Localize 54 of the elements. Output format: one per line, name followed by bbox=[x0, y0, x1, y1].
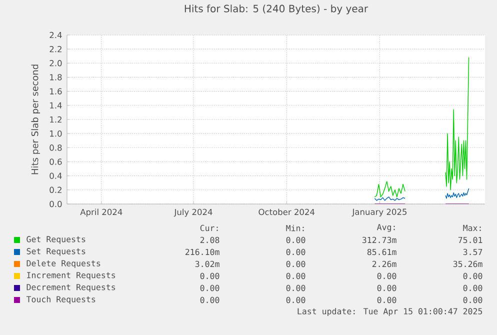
text: 312.73m bbox=[362, 236, 396, 244]
text: 0.00 bbox=[200, 272, 220, 280]
text: 0.00 bbox=[463, 284, 482, 292]
x-tick-label: October 2024 bbox=[258, 208, 315, 216]
y-tick-label: 1.0 bbox=[50, 130, 62, 137]
legend-label: Touch Requests bbox=[26, 296, 96, 304]
y-tick-label: 0.6 bbox=[50, 158, 62, 165]
y-tick-label: 1.4 bbox=[50, 102, 62, 108]
text: 0.00 bbox=[286, 272, 306, 280]
text: 0.00 bbox=[286, 260, 306, 268]
y-tick-label: 2.4 bbox=[50, 32, 62, 38]
text: 2.08 bbox=[200, 236, 220, 244]
text: 0.00 bbox=[377, 272, 396, 280]
chart-title: Hits for Slab: 5 (240 Bytes) - by year bbox=[184, 4, 368, 14]
text: Cur: bbox=[200, 224, 218, 232]
text: 3.02m bbox=[195, 260, 220, 268]
y-axis-title: Hits per Slab per second bbox=[31, 64, 40, 174]
x-tick-label: January 2025 bbox=[352, 208, 407, 217]
text: 0.00 bbox=[377, 296, 396, 304]
text: Max: bbox=[463, 224, 481, 232]
y-tick-label: 1.2 bbox=[50, 116, 62, 123]
legend-label: Set Requests bbox=[26, 248, 86, 256]
text: 0.00 bbox=[286, 236, 306, 244]
y-tick-label: 0.8 bbox=[50, 144, 62, 151]
text: 0.00 bbox=[200, 296, 220, 304]
legend-label: Increment Requests bbox=[27, 272, 116, 280]
text: 216.10m bbox=[186, 248, 220, 256]
text: Avg: bbox=[376, 224, 395, 232]
legend-label: Decrement Requests bbox=[26, 284, 116, 292]
y-tick-label: 1.6 bbox=[50, 88, 62, 94]
text: 75.01 bbox=[458, 236, 482, 244]
text: 3.57 bbox=[463, 248, 482, 256]
y-tick-label: 0.0 bbox=[50, 200, 62, 208]
text: 35.26m bbox=[453, 260, 482, 268]
x-tick-label: April 2024 bbox=[80, 208, 122, 217]
y-tick-label: 0.2 bbox=[50, 186, 62, 194]
text: 0.00 bbox=[200, 284, 220, 292]
text: 0.00 bbox=[463, 272, 482, 280]
text: Last update: Tue Apr 15 01:00:47 2025 bbox=[298, 308, 482, 316]
y-tick-label: 0.4 bbox=[50, 172, 62, 179]
y-tick-label: 2.0 bbox=[50, 60, 62, 66]
text: 85.61m bbox=[367, 248, 396, 256]
text: 2.26m bbox=[372, 260, 396, 268]
legend-label: Get Requests bbox=[26, 236, 86, 244]
y-tick-label: 1.8 bbox=[50, 74, 62, 80]
text: 0.00 bbox=[377, 284, 396, 292]
text: 0.00 bbox=[463, 296, 482, 304]
text: Min: bbox=[286, 224, 304, 232]
text: 0.00 bbox=[286, 284, 306, 292]
legend-label: Delete Requests bbox=[26, 260, 100, 268]
text: 0.00 bbox=[286, 296, 306, 304]
y-tick-label: 2.2 bbox=[50, 46, 62, 52]
x-tick-label: July 2024 bbox=[174, 208, 212, 217]
text: 0.00 bbox=[286, 248, 306, 256]
